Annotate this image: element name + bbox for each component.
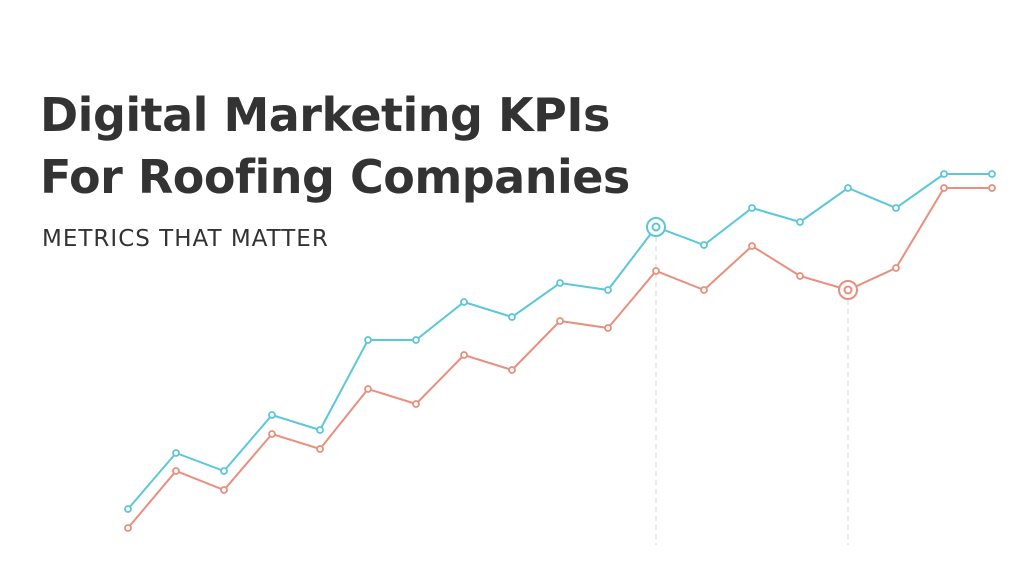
point [508, 366, 516, 374]
point [220, 486, 228, 494]
point [892, 264, 900, 272]
point [172, 449, 180, 457]
point [652, 267, 660, 275]
point [988, 170, 996, 178]
title-line: For Roofing Companies [40, 150, 630, 204]
point [796, 218, 804, 226]
point [796, 272, 804, 280]
subtitle: METRICS THAT MATTER [42, 226, 329, 252]
point [220, 467, 228, 475]
point [556, 317, 564, 325]
highlight-point [651, 222, 661, 232]
point [604, 324, 612, 332]
series-line [127, 173, 992, 510]
point [124, 505, 132, 513]
point [604, 286, 612, 294]
title: Digital Marketing KPIs For Roofing Compa… [40, 84, 630, 208]
point [316, 426, 324, 434]
point [940, 184, 948, 192]
point [508, 313, 516, 321]
point [268, 430, 276, 438]
point [940, 170, 948, 178]
title-line: Digital Marketing KPIs [40, 88, 610, 142]
point [364, 385, 372, 393]
point [556, 279, 564, 287]
point [748, 242, 756, 250]
point [124, 524, 132, 532]
point [844, 184, 852, 192]
point [412, 400, 420, 408]
point [364, 336, 372, 344]
point [988, 184, 996, 192]
point [460, 351, 468, 359]
point [412, 336, 420, 344]
point [700, 286, 708, 294]
point [460, 298, 468, 306]
point [268, 411, 276, 419]
point [748, 204, 756, 212]
point [700, 241, 708, 249]
highlight-point [843, 285, 853, 295]
point [892, 204, 900, 212]
point [316, 445, 324, 453]
point [172, 467, 180, 475]
